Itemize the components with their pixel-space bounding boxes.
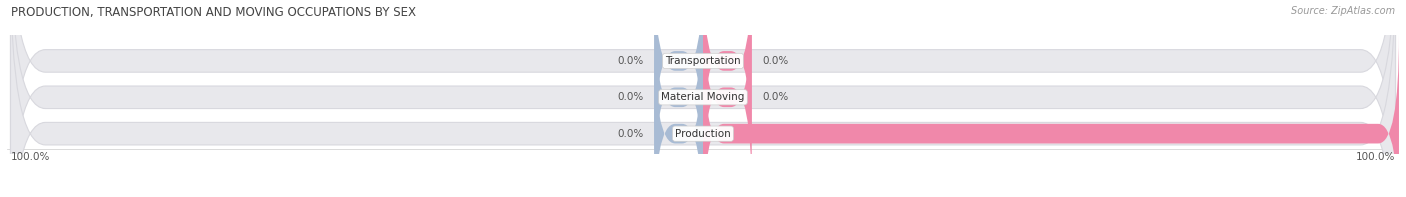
FancyBboxPatch shape <box>10 0 1396 197</box>
FancyBboxPatch shape <box>654 0 703 197</box>
FancyBboxPatch shape <box>703 0 752 160</box>
Text: 0.0%: 0.0% <box>762 92 789 102</box>
FancyBboxPatch shape <box>703 34 1399 197</box>
Text: Transportation: Transportation <box>665 56 741 66</box>
Text: PRODUCTION, TRANSPORTATION AND MOVING OCCUPATIONS BY SEX: PRODUCTION, TRANSPORTATION AND MOVING OC… <box>11 6 416 19</box>
Text: 0.0%: 0.0% <box>617 129 644 139</box>
FancyBboxPatch shape <box>703 0 752 197</box>
Text: Material Moving: Material Moving <box>661 92 745 102</box>
Text: 100.0%: 100.0% <box>1357 152 1396 162</box>
Text: Production: Production <box>675 129 731 139</box>
FancyBboxPatch shape <box>10 0 1396 197</box>
FancyBboxPatch shape <box>10 0 1396 197</box>
FancyBboxPatch shape <box>654 0 703 160</box>
Text: 0.0%: 0.0% <box>617 92 644 102</box>
Text: Source: ZipAtlas.com: Source: ZipAtlas.com <box>1291 6 1395 16</box>
Text: 0.0%: 0.0% <box>762 56 789 66</box>
FancyBboxPatch shape <box>654 34 703 197</box>
Text: 100.0%: 100.0% <box>10 152 49 162</box>
Text: 0.0%: 0.0% <box>617 56 644 66</box>
